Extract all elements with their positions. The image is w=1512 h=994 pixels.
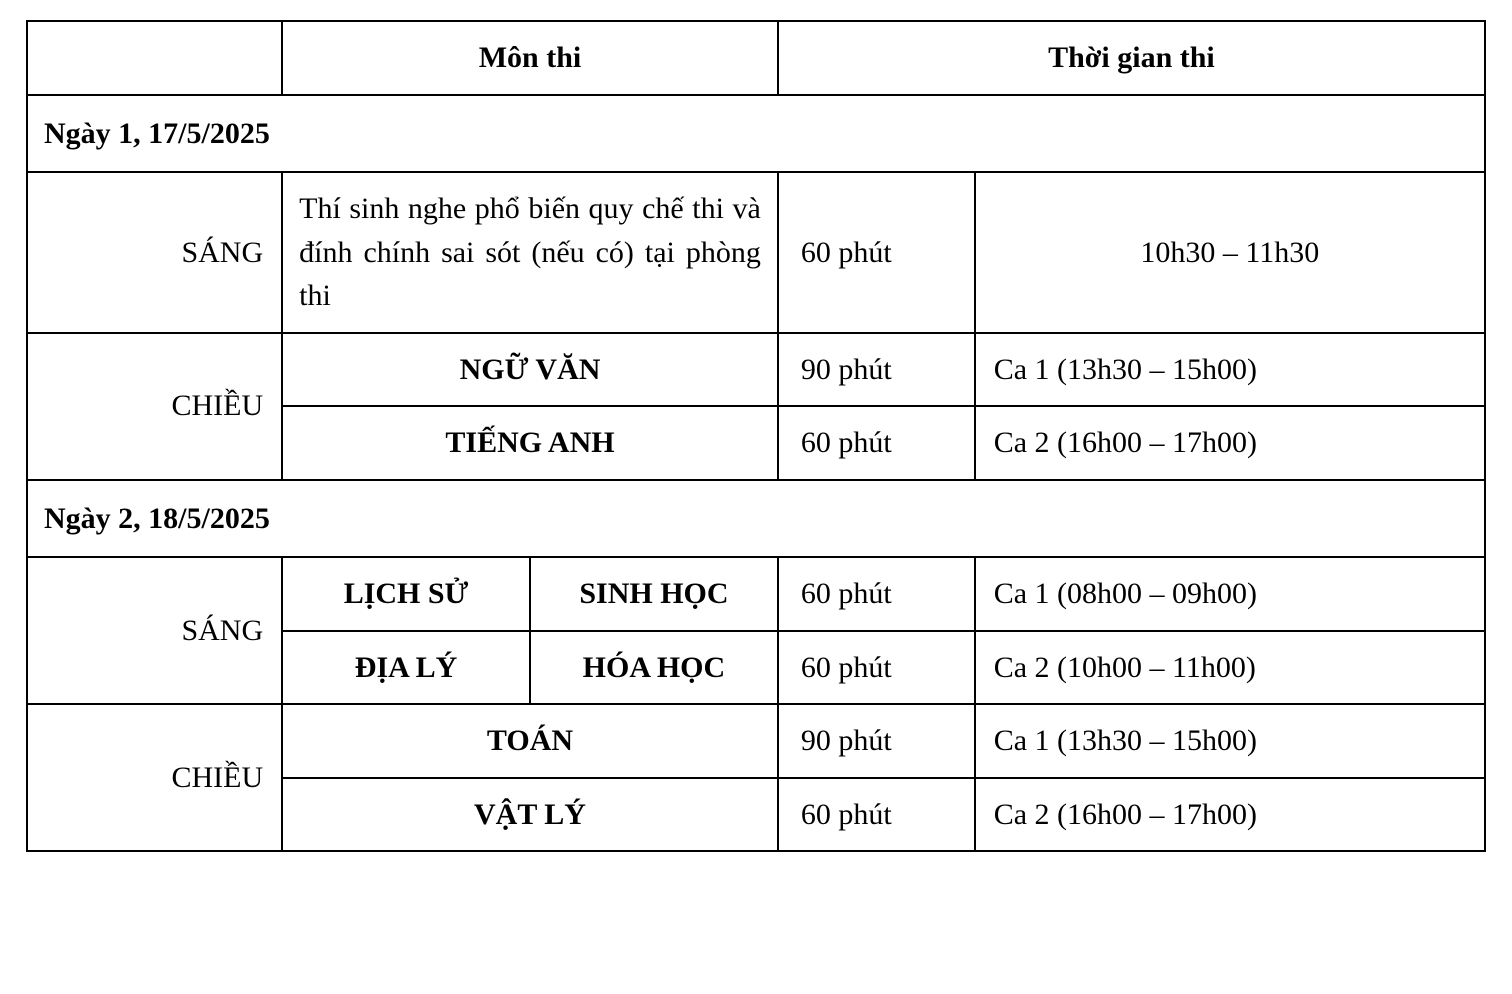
day2-morning-subject2a: ĐỊA LÝ — [282, 631, 530, 705]
day2-morning-subject1a: LỊCH SỬ — [282, 557, 530, 631]
header-subject: Môn thi — [282, 21, 778, 95]
day2-label: Ngày 2, 18/5/2025 — [27, 480, 1485, 558]
day2-morning-subject1b: SINH HỌC — [530, 557, 778, 631]
table-header-row: Môn thi Thời gian thi — [27, 21, 1485, 95]
day1-afternoon-time1: Ca 1 (13h30 – 15h00) — [975, 333, 1485, 407]
day1-morning-row: SÁNG Thí sinh nghe phổ biến quy chế thi … — [27, 172, 1485, 333]
schedule-table-container: Môn thi Thời gian thi Ngày 1, 17/5/2025 … — [0, 0, 1512, 872]
day1-afternoon-row1: CHIỀU NGỮ VĂN 90 phút Ca 1 (13h30 – 15h0… — [27, 333, 1485, 407]
day2-afternoon-time2: Ca 2 (16h00 – 17h00) — [975, 778, 1485, 852]
day2-morning-time1: Ca 1 (08h00 – 09h00) — [975, 557, 1485, 631]
day2-morning-session: SÁNG — [27, 557, 282, 704]
day2-afternoon-row1: CHIỀU TOÁN 90 phút Ca 1 (13h30 – 15h00) — [27, 704, 1485, 778]
day1-afternoon-duration1: 90 phút — [778, 333, 975, 407]
day1-label-row: Ngày 1, 17/5/2025 — [27, 95, 1485, 173]
day1-afternoon-time2: Ca 2 (16h00 – 17h00) — [975, 406, 1485, 480]
exam-schedule-table: Môn thi Thời gian thi Ngày 1, 17/5/2025 … — [26, 20, 1486, 852]
day1-afternoon-subject2: TIẾNG ANH — [282, 406, 778, 480]
day2-afternoon-duration2: 60 phút — [778, 778, 975, 852]
day2-morning-duration1: 60 phút — [778, 557, 975, 631]
day1-label: Ngày 1, 17/5/2025 — [27, 95, 1485, 173]
day2-morning-duration2: 60 phút — [778, 631, 975, 705]
day1-afternoon-duration2: 60 phút — [778, 406, 975, 480]
day2-afternoon-duration1: 90 phút — [778, 704, 975, 778]
day2-afternoon-subject1: TOÁN — [282, 704, 778, 778]
day1-morning-session: SÁNG — [27, 172, 282, 333]
day1-afternoon-session: CHIỀU — [27, 333, 282, 480]
day1-morning-duration: 60 phút — [778, 172, 975, 333]
day2-morning-row1: SÁNG LỊCH SỬ SINH HỌC 60 phút Ca 1 (08h0… — [27, 557, 1485, 631]
day1-afternoon-subject1: NGỮ VĂN — [282, 333, 778, 407]
day2-morning-subject2b: HÓA HỌC — [530, 631, 778, 705]
day2-label-row: Ngày 2, 18/5/2025 — [27, 480, 1485, 558]
day1-morning-note: Thí sinh nghe phổ biến quy chế thi và đí… — [282, 172, 778, 333]
day2-afternoon-subject2: VẬT LÝ — [282, 778, 778, 852]
header-time: Thời gian thi — [778, 21, 1485, 95]
day2-morning-time2: Ca 2 (10h00 – 11h00) — [975, 631, 1485, 705]
header-blank — [27, 21, 282, 95]
day1-morning-time: 10h30 – 11h30 — [975, 172, 1485, 333]
day2-afternoon-time1: Ca 1 (13h30 – 15h00) — [975, 704, 1485, 778]
day2-afternoon-session: CHIỀU — [27, 704, 282, 851]
